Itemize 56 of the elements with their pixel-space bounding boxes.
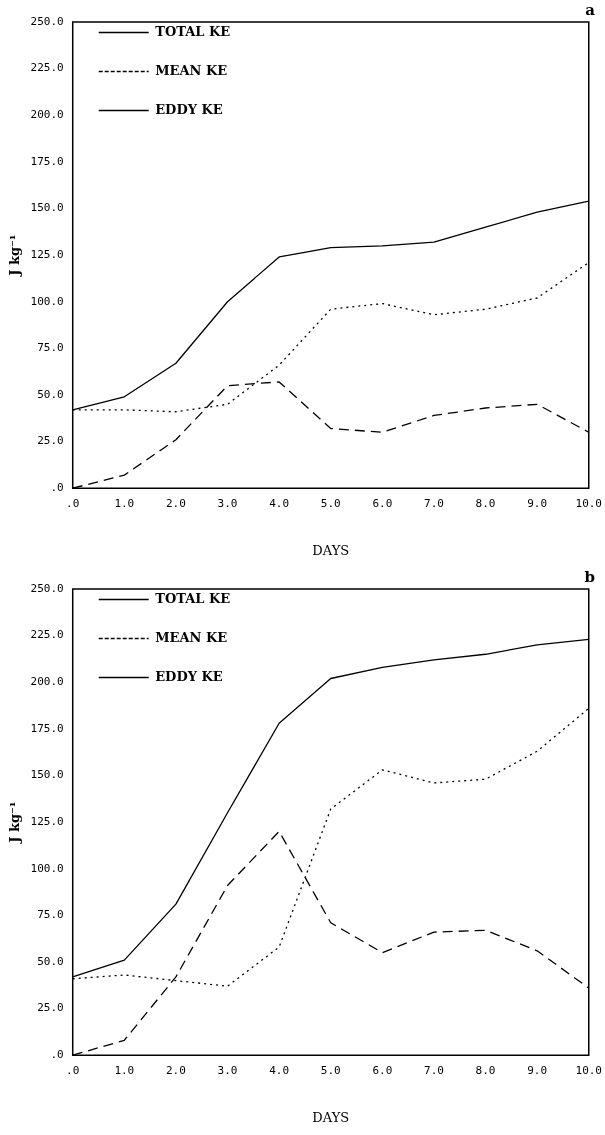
y-tick-label: 175.0: [30, 721, 64, 735]
y-tick-label: 200.0: [30, 108, 64, 122]
y-tick-label: 75.0: [37, 341, 64, 355]
y-tick-label: 200.0: [30, 675, 64, 689]
x-tick-label: 10.0: [575, 1063, 602, 1077]
y-tick-label: 250.0: [30, 581, 64, 595]
x-tick-label: 9.0: [527, 1063, 548, 1077]
x-tick-label: 5.0: [320, 496, 341, 510]
y-tick-label: 150.0: [30, 768, 64, 782]
x-tick-label: 1.0: [114, 1063, 135, 1077]
x-tick-label: 8.0: [475, 496, 496, 510]
y-tick-label: 125.0: [30, 247, 64, 261]
y-tick-label: 225.0: [30, 628, 64, 642]
x-tick-label: 10.0: [575, 496, 602, 510]
x-tick-label: 8.0: [475, 1063, 496, 1077]
y-tick-label: .0: [50, 481, 64, 495]
y-tick-label: 75.0: [37, 908, 64, 922]
y-tick-label: 100.0: [30, 861, 64, 875]
x-tick-label: 3.0: [217, 1063, 238, 1077]
y-tick-label: 25.0: [37, 1001, 64, 1015]
x-tick-label: 1.0: [114, 496, 135, 510]
x-tick-label: 7.0: [424, 496, 444, 510]
legend-label: EDDY KE: [155, 668, 223, 684]
y-tick-label: 250.0: [30, 14, 64, 28]
y-axis-title: J kg⁻¹: [7, 234, 23, 277]
chart-title: a: [585, 0, 596, 19]
x-tick-label: 9.0: [527, 496, 548, 510]
x-tick-label: 6.0: [372, 496, 393, 510]
legend-label: EDDY KE: [155, 101, 223, 117]
y-axis-title: J kg⁻¹: [7, 801, 23, 844]
x-axis-title: DAYS: [312, 542, 350, 558]
y-tick-label: 175.0: [30, 154, 64, 168]
x-tick-label: 4.0: [269, 1063, 290, 1077]
x-axis-title: DAYS: [312, 1109, 350, 1125]
y-tick-label: 50.0: [37, 954, 64, 968]
x-tick-label: 3.0: [217, 496, 238, 510]
x-tick-label: .0: [66, 496, 80, 510]
y-tick-label: 225.0: [30, 61, 64, 75]
y-tick-label: .0: [50, 1048, 64, 1062]
legend-label: TOTAL KE: [155, 590, 231, 606]
x-tick-label: 6.0: [372, 1063, 393, 1077]
y-tick-label: 100.0: [30, 294, 64, 308]
legend-label: MEAN KE: [155, 629, 228, 645]
x-tick-label: 7.0: [424, 1063, 444, 1077]
y-tick-label: 125.0: [30, 814, 64, 828]
y-tick-label: 25.0: [37, 434, 64, 448]
y-tick-label: 150.0: [30, 201, 64, 215]
x-tick-label: .0: [66, 1063, 80, 1077]
x-tick-label: 2.0: [165, 1063, 186, 1077]
x-tick-label: 4.0: [269, 496, 290, 510]
legend-label: MEAN KE: [155, 62, 228, 78]
chart-title: b: [584, 567, 595, 586]
legend-label: TOTAL KE: [155, 23, 231, 39]
x-tick-label: 5.0: [320, 1063, 341, 1077]
x-tick-label: 2.0: [165, 496, 186, 510]
y-tick-label: 50.0: [37, 387, 64, 401]
